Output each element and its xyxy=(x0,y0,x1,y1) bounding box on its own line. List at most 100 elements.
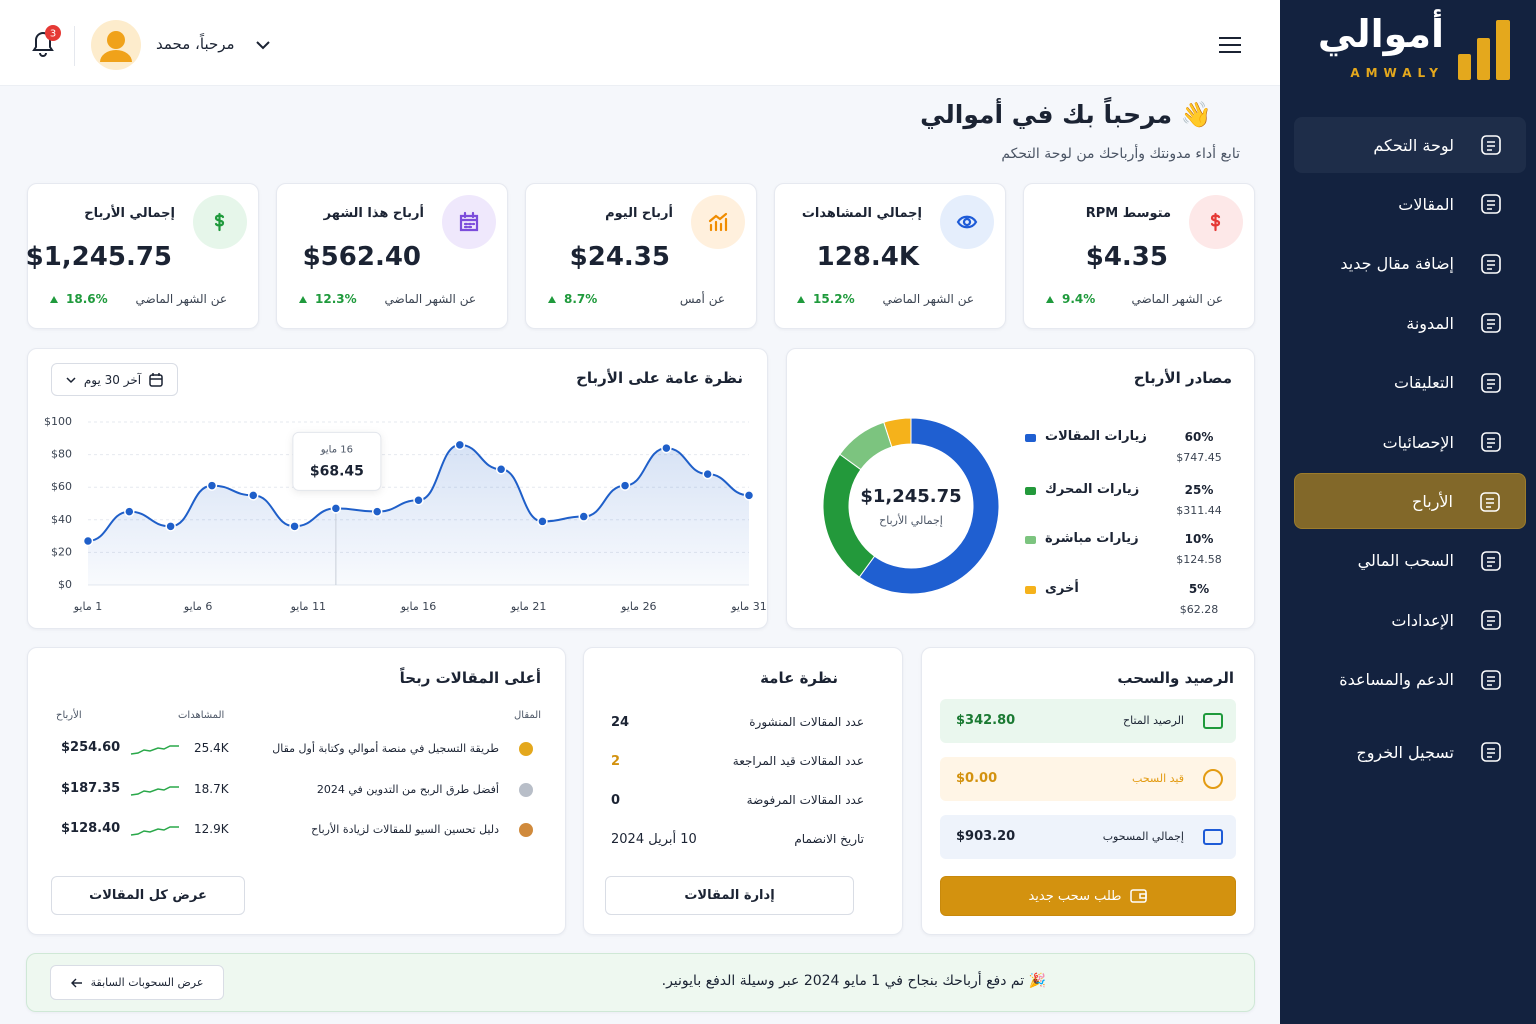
date-filter[interactable]: آخر 30 يوم xyxy=(51,363,178,396)
notification-bell[interactable]: 3 xyxy=(26,24,66,64)
menu-icon xyxy=(1481,194,1501,215)
stat-icon xyxy=(940,195,994,249)
header: 3 مرحباً، محمد xyxy=(0,0,1280,86)
menu-toggle[interactable] xyxy=(1218,36,1242,56)
data-point xyxy=(702,468,713,480)
menu-item[interactable]: المدونة xyxy=(1294,295,1526,351)
menu-item[interactable]: تسجيل الخروج xyxy=(1294,724,1526,780)
stat-value: 128.4K xyxy=(816,242,919,272)
icon-glyph xyxy=(708,212,728,232)
data-point xyxy=(743,490,755,501)
icon-glyph xyxy=(956,215,978,229)
x-tick-label: 21 مايو xyxy=(510,600,546,613)
stat-period: عن الشهر الماضي xyxy=(135,292,227,306)
data-point xyxy=(495,464,507,475)
menu-icon xyxy=(1481,135,1501,155)
article-earnings: $128.40 xyxy=(61,821,121,836)
menu-item[interactable]: لوحة التحكم xyxy=(1294,117,1526,173)
data-point xyxy=(661,442,672,454)
stat-icon xyxy=(193,195,247,249)
icon-shape xyxy=(1481,742,1501,762)
manage-articles-button[interactable]: إدارة المقالات xyxy=(605,876,854,915)
welcome-subtitle: تابع أداء مدونتك وأرباحك من لوحة التحكم xyxy=(1001,146,1240,162)
withdraw-button[interactable]: طلب سحب جديد xyxy=(940,876,1236,916)
menu-icon xyxy=(1481,432,1501,452)
sidebar: أموالي AMWALY لوحة التحكم المقالات إضافة م… xyxy=(1280,0,1536,1024)
legend-label: أخرى xyxy=(1045,581,1079,596)
divider xyxy=(74,26,75,66)
tooltip-title: 16 مايو xyxy=(320,444,353,455)
donut-chart xyxy=(822,417,1000,595)
data-point xyxy=(165,521,176,532)
icon-shape xyxy=(1487,616,1495,626)
menu-icon xyxy=(1481,313,1501,333)
data-point xyxy=(371,506,383,517)
icon-shape xyxy=(1481,610,1501,630)
filter-label: آخر 30 يوم xyxy=(83,372,142,387)
overview-value: 24 xyxy=(611,715,630,730)
y-tick-label: $0 xyxy=(58,578,72,591)
article-views: 18.7K xyxy=(194,781,229,796)
icon-glyph xyxy=(214,212,225,232)
balance-icon xyxy=(1203,829,1223,845)
stat-card: أرباح هذا الشهر $562.40 عن الشهر الماضي 12.… xyxy=(276,183,508,329)
y-tick-label: $60 xyxy=(51,480,72,493)
icon-shape xyxy=(130,745,179,755)
article-title: دليل تحسين السيو للمقالات لزيادة الأرباح xyxy=(311,823,499,836)
medal-icon xyxy=(519,823,533,837)
legend-label: زيارات المقالات xyxy=(1045,429,1147,444)
stat-label: إجمالي الأرباح xyxy=(84,206,175,221)
balance-icon xyxy=(1203,769,1223,789)
article-views: 25.4K xyxy=(194,741,229,755)
balance-value: $342.80 xyxy=(956,713,1016,728)
donut-center-label: إجمالي الأرباح xyxy=(879,514,943,527)
y-tick-label: $20 xyxy=(51,545,72,558)
legend-label: زيارات المحرك xyxy=(1045,482,1140,497)
legend-amount: $62.28 xyxy=(1179,603,1219,616)
menu-item[interactable]: الإحصائيات xyxy=(1294,414,1526,470)
card-title: نظرة عامة xyxy=(760,669,838,687)
menu-item[interactable]: الدعم والمساعدة xyxy=(1294,652,1526,708)
legend-percent: 10% xyxy=(1184,532,1214,546)
legend-amount: $311.44 xyxy=(1176,504,1222,517)
data-point xyxy=(454,439,466,451)
menu-label: المقالات xyxy=(1398,194,1454,214)
icon-shape xyxy=(519,823,533,837)
stat-card: إجمالي الأرباح $1,245.75 عن الشهر الماضي 18… xyxy=(26,183,259,329)
avatar[interactable] xyxy=(91,20,141,70)
stat-value: $4.35 xyxy=(1085,242,1168,272)
balance-card: الرصيد والسحب طلب سحب جديد الرصيد المتاح… xyxy=(921,647,1255,935)
x-tick-label: 26 مايو xyxy=(620,600,656,613)
stat-value: $562.40 xyxy=(302,242,421,272)
menu-icon xyxy=(1481,742,1501,762)
data-point xyxy=(206,480,218,491)
earnings-sources-card: مصادر الأرباح $1,245.75 إجمالي الأرباح ز… xyxy=(786,348,1255,629)
view-all-articles-button[interactable]: عرض كل المقالات xyxy=(51,876,245,915)
menu-item[interactable]: المقالات xyxy=(1294,176,1526,232)
menu-item[interactable]: الإعدادات xyxy=(1294,592,1526,648)
previous-withdrawals-button[interactable]: عرض السحوبات السابقة xyxy=(50,965,224,1000)
tooltip-value: $68.45 xyxy=(310,463,364,479)
stat-period: عن الشهر الماضي xyxy=(1131,292,1223,306)
article-earnings: $254.60 xyxy=(61,740,121,755)
overview-label: عدد المقالات المنشورة xyxy=(749,715,864,729)
menu-item[interactable]: التعليقات xyxy=(1294,355,1526,411)
greeting[interactable]: مرحباً، محمد xyxy=(156,35,235,53)
menu-item[interactable]: السحب المالي xyxy=(1294,533,1526,589)
stat-period: عن أمس xyxy=(679,292,725,306)
medal-icon xyxy=(519,742,533,756)
menu-item[interactable]: إضافة مقال جديد xyxy=(1294,236,1526,292)
menu-label: الأرباح xyxy=(1412,491,1453,511)
icon-shape xyxy=(1487,260,1495,270)
menu-label: المدونة xyxy=(1406,313,1454,333)
icon-shape xyxy=(519,782,533,797)
dropdown-chevron[interactable] xyxy=(256,40,270,50)
balance-item: قيد السحب $0.00 xyxy=(940,757,1236,801)
stat-card: إجمالي المشاهدات 128.4K عن الشهر الماضي 15.… xyxy=(774,183,1006,329)
data-point xyxy=(248,490,259,501)
y-tick-label: $100 xyxy=(44,415,72,428)
icon-shape xyxy=(1481,253,1501,274)
menu-item[interactable]: الأرباح xyxy=(1294,473,1526,530)
stat-change: 15.2% xyxy=(797,292,855,306)
menu-label: إضافة مقال جديد xyxy=(1340,254,1454,274)
